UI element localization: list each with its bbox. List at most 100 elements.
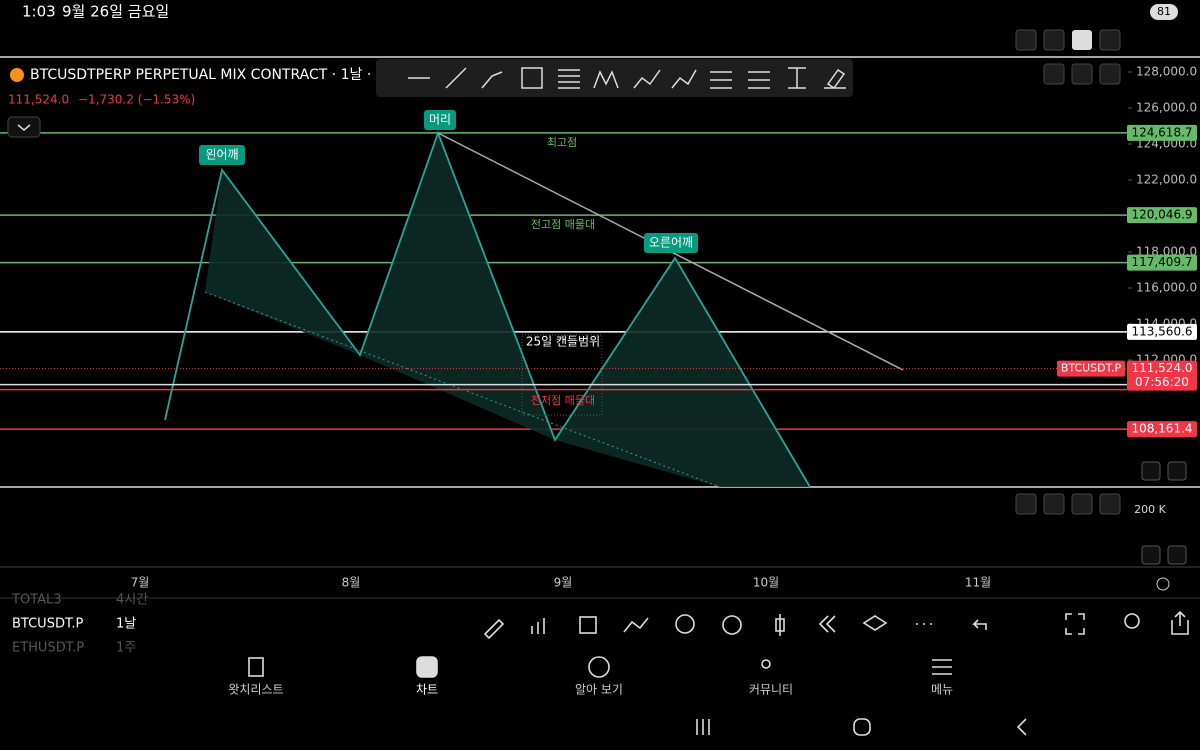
auto-button[interactable] — [1141, 545, 1161, 565]
annotation-tag — [644, 233, 698, 253]
battery — [1150, 4, 1178, 20]
watchlist-symbol: BTCUSDT.P — [12, 617, 83, 632]
layers-icon[interactable] — [862, 615, 888, 631]
level-label: 113,560.6 — [1131, 324, 1192, 338]
tool-highlight[interactable] — [824, 68, 846, 90]
draw-icon[interactable] — [483, 618, 505, 640]
level-label: 117,409.7 — [1131, 255, 1192, 269]
last-price: 111,524.0 — [8, 93, 69, 107]
button[interactable] — [1043, 493, 1065, 515]
pattern-fill — [555, 258, 810, 487]
level-label: 124,618.7 — [1131, 125, 1192, 139]
menu-icon[interactable] — [932, 659, 952, 675]
volume-scale: 200 K — [1134, 503, 1166, 516]
button[interactable] — [1071, 63, 1093, 85]
watchlist-interval: 1날 — [116, 617, 136, 632]
watchlist-symbol: ETHUSDT.P — [12, 641, 84, 656]
bottom-toolbar — [483, 610, 1189, 640]
tool-rect[interactable] — [521, 67, 543, 89]
button[interactable] — [1099, 29, 1121, 51]
button[interactable] — [1043, 63, 1065, 85]
month-label: 11월 — [965, 576, 991, 590]
tool-trend[interactable] — [445, 67, 467, 89]
layout-icon[interactable] — [579, 616, 597, 634]
pattern-fill — [360, 133, 555, 440]
tool-abc[interactable] — [671, 69, 697, 89]
pane-buttons — [1015, 29, 1187, 591]
current-tag — [1127, 360, 1197, 391]
log-button[interactable] — [1167, 545, 1187, 565]
month-label: 8월 — [342, 576, 361, 590]
month-label: 9월 — [554, 576, 573, 590]
level-label: 120,046.9 — [1131, 208, 1192, 222]
nav-label: 커뮤니티 — [749, 683, 793, 697]
current-price-label: 111,524.0 — [1131, 361, 1192, 375]
alert-icon[interactable] — [722, 615, 742, 635]
community-icon[interactable] — [761, 659, 771, 669]
tool-path[interactable] — [481, 71, 503, 89]
back-button[interactable] — [1016, 718, 1027, 736]
battery-level: 81 — [1157, 5, 1171, 18]
button[interactable] — [1015, 29, 1037, 51]
explore-icon[interactable] — [588, 656, 610, 678]
tool-elliott[interactable] — [633, 69, 661, 89]
symbol-tag-label: BTCUSDT.P — [1061, 362, 1122, 375]
symbol-tag — [1057, 360, 1125, 377]
watchlist-interval: 4시간 — [116, 593, 148, 608]
publish-icon[interactable] — [1124, 613, 1140, 629]
chevron-icon — [17, 124, 31, 131]
price-change: −1,730.2 (−1.53%) — [78, 93, 195, 107]
compare-icon[interactable] — [623, 617, 649, 633]
tool-fib[interactable] — [558, 69, 580, 89]
annotation-tag — [199, 145, 245, 165]
watchlist-interval: 1주 — [116, 641, 136, 656]
replay-icon[interactable] — [818, 615, 836, 633]
candle-icon[interactable] — [775, 614, 785, 636]
nav-label: 알아 보기 — [575, 683, 623, 697]
price-tick-label: 116,000.0 — [1136, 281, 1197, 295]
watchlist-icon[interactable] — [248, 657, 264, 677]
indicator-icon[interactable] — [531, 618, 545, 634]
home-button[interactable] — [853, 718, 871, 736]
button[interactable] — [1015, 493, 1037, 515]
nav-icons — [248, 656, 1027, 736]
settings-icon[interactable] — [1156, 577, 1170, 591]
log-button[interactable] — [1167, 461, 1187, 481]
button[interactable] — [1099, 493, 1121, 515]
collapse-button[interactable] — [7, 116, 41, 138]
auto-button[interactable] — [1141, 461, 1161, 481]
level-tag — [1127, 323, 1197, 340]
add-icon[interactable] — [675, 614, 695, 634]
nav-label: 메뉴 — [931, 683, 953, 697]
tool-range[interactable] — [748, 71, 770, 89]
button[interactable] — [1071, 493, 1093, 515]
recent-apps[interactable] — [696, 719, 710, 735]
button[interactable] — [1043, 29, 1065, 51]
level-tag — [1127, 207, 1197, 224]
coin-icon — [10, 68, 24, 82]
annotation-label: 최고점 — [547, 136, 577, 149]
head-shoulders-pattern — [164, 130, 904, 488]
annotation-label: 25일 캔들범위 — [526, 335, 600, 349]
tool-text[interactable] — [788, 67, 806, 89]
level-label: 108,161.4 — [1131, 422, 1192, 436]
nav-label: 차트 — [416, 683, 438, 697]
price-tick-label: 126,000.0 — [1136, 101, 1197, 115]
level-tag — [1127, 421, 1197, 438]
annotation-label: 오른어깨 — [649, 236, 693, 250]
tool-parallel[interactable] — [710, 71, 732, 89]
status-time: 1:03 — [22, 3, 56, 21]
drawing-tools — [408, 67, 846, 90]
annotation-label: 전고점 매물대 — [531, 218, 595, 231]
month-label: 7월 — [131, 576, 150, 590]
tool-pattern[interactable] — [593, 70, 619, 89]
button[interactable] — [1099, 63, 1121, 85]
annotation-label: 머리 — [429, 113, 451, 127]
undo-icon[interactable] — [972, 619, 987, 630]
range-box — [521, 334, 603, 416]
share-icon[interactable] — [1171, 610, 1189, 635]
fullscreen-icon[interactable] — [1065, 613, 1085, 635]
button[interactable] — [1072, 30, 1092, 50]
chart-icon[interactable] — [416, 656, 438, 678]
